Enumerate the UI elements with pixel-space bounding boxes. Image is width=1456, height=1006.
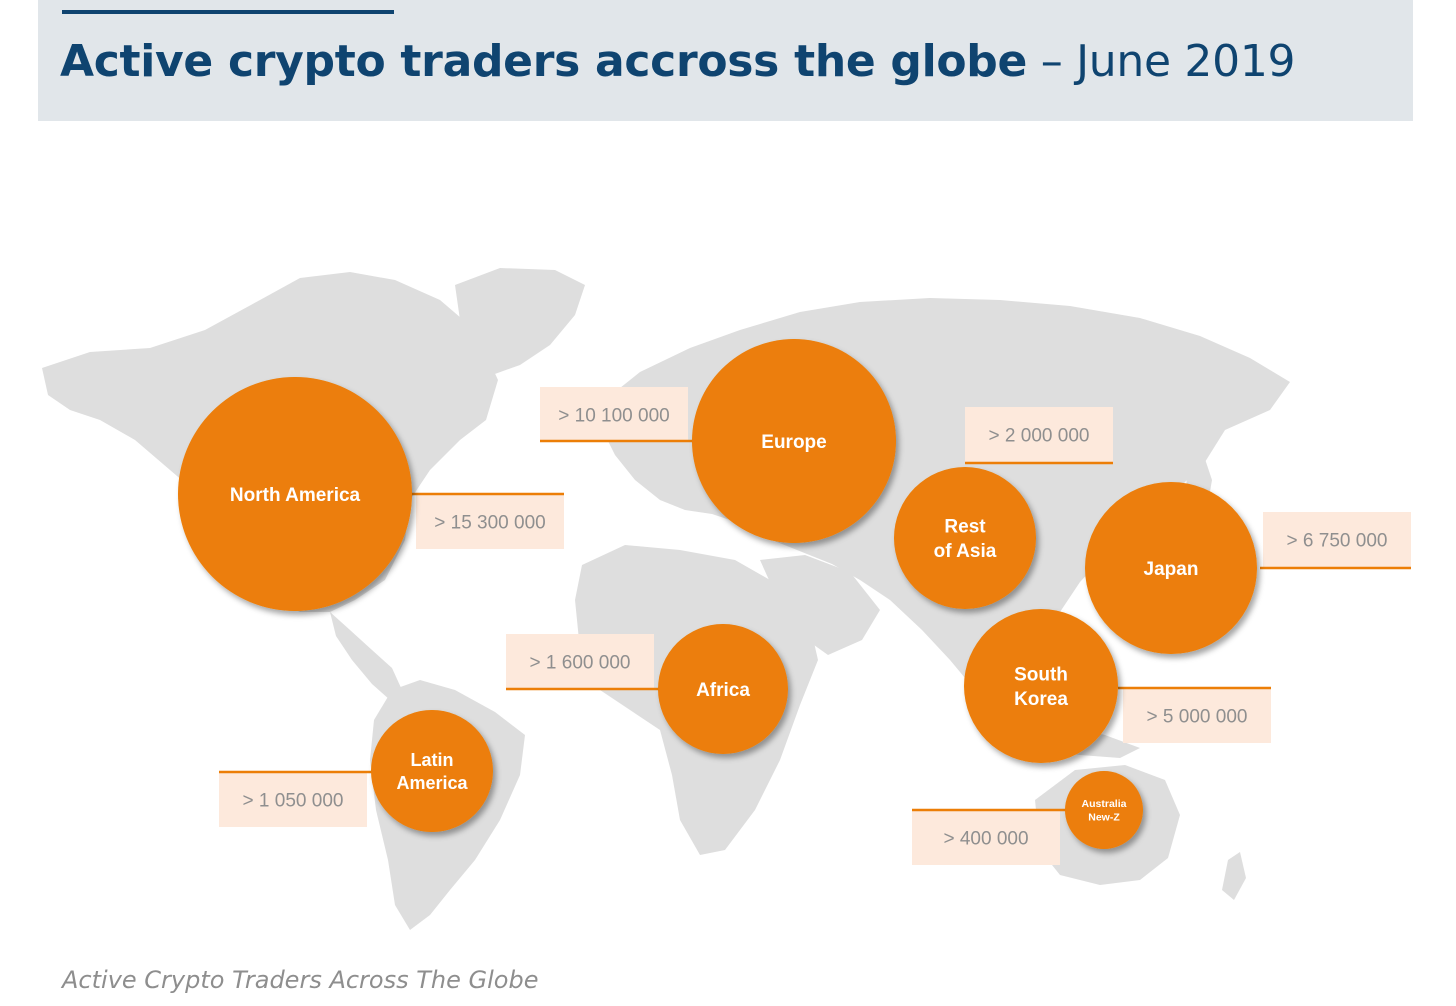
value-label: > 1 600 000 (530, 653, 631, 674)
region-name: Australia (1082, 798, 1127, 810)
title-accent-rule (62, 10, 394, 14)
value-label: > 2 000 000 (989, 426, 1090, 447)
region-europe: > 10 100 000 Europe (540, 339, 896, 543)
region-bubble (692, 339, 896, 543)
title-banner: Active crypto traders accross the globe … (38, 0, 1413, 121)
page-title: Active crypto traders accross the globe … (60, 34, 1296, 90)
value-label-box (219, 772, 367, 827)
region-north-america: > 15 300 000 North America (178, 377, 564, 611)
landmass-central-america (330, 612, 402, 700)
value-label: > 400 000 (943, 829, 1028, 850)
bubble-layer: > 15 300 000 North America > 10 100 000 Eur… (178, 339, 1411, 865)
value-label-box (540, 387, 688, 442)
region-bubble (964, 609, 1118, 763)
region-australia-nz: > 400 000 Australia New-Z (912, 771, 1143, 865)
value-label: > 10 100 000 (558, 406, 669, 427)
region-south-korea: > 5 000 000 South Korea (964, 609, 1271, 763)
value-label: > 15 300 000 (434, 513, 545, 534)
region-name: of Asia (934, 541, 997, 562)
value-label-box (506, 634, 654, 689)
landmass-greenland (455, 268, 585, 375)
figure-caption: Active Crypto Traders Across The Globe (62, 966, 539, 994)
value-label-box (912, 810, 1060, 865)
region-bubble (658, 624, 788, 754)
region-name: Latin (411, 750, 454, 770)
region-name: Africa (696, 680, 750, 701)
region-bubble (371, 710, 493, 832)
region-name: South (1014, 665, 1068, 686)
region-name: America (396, 773, 468, 793)
region-bubble (178, 377, 412, 611)
region-rest-of-asia: > 2 000 000 Rest of Asia (894, 407, 1113, 609)
region-japan: > 6 750 000 Japan (1085, 482, 1411, 654)
landmass-new-zealand (1222, 852, 1246, 900)
region-name: New-Z (1088, 812, 1120, 824)
region-name: Europe (761, 432, 826, 453)
value-label-box (416, 494, 564, 549)
region-bubble (1085, 482, 1257, 654)
title-date: June 2019 (1076, 36, 1296, 87)
region-name: Japan (1144, 559, 1199, 580)
region-name: North America (230, 485, 361, 506)
title-main: Active crypto traders accross the globe (60, 36, 1028, 87)
region-africa: > 1 600 000 Africa (506, 624, 788, 754)
title-separator: – (1040, 36, 1063, 87)
value-label: > 5 000 000 (1147, 707, 1248, 728)
region-bubble (1065, 771, 1143, 849)
value-label: > 1 050 000 (243, 791, 344, 812)
landmass-arabia (760, 555, 880, 655)
value-label-box (1123, 688, 1271, 743)
value-label: > 6 750 000 (1287, 531, 1388, 552)
value-label-box (1263, 512, 1411, 567)
region-name: Rest (944, 517, 986, 538)
region-bubble (894, 467, 1036, 609)
region-name: Korea (1014, 689, 1068, 710)
value-label-box (965, 407, 1113, 462)
region-latin-america: > 1 050 000 Latin America (219, 710, 493, 832)
